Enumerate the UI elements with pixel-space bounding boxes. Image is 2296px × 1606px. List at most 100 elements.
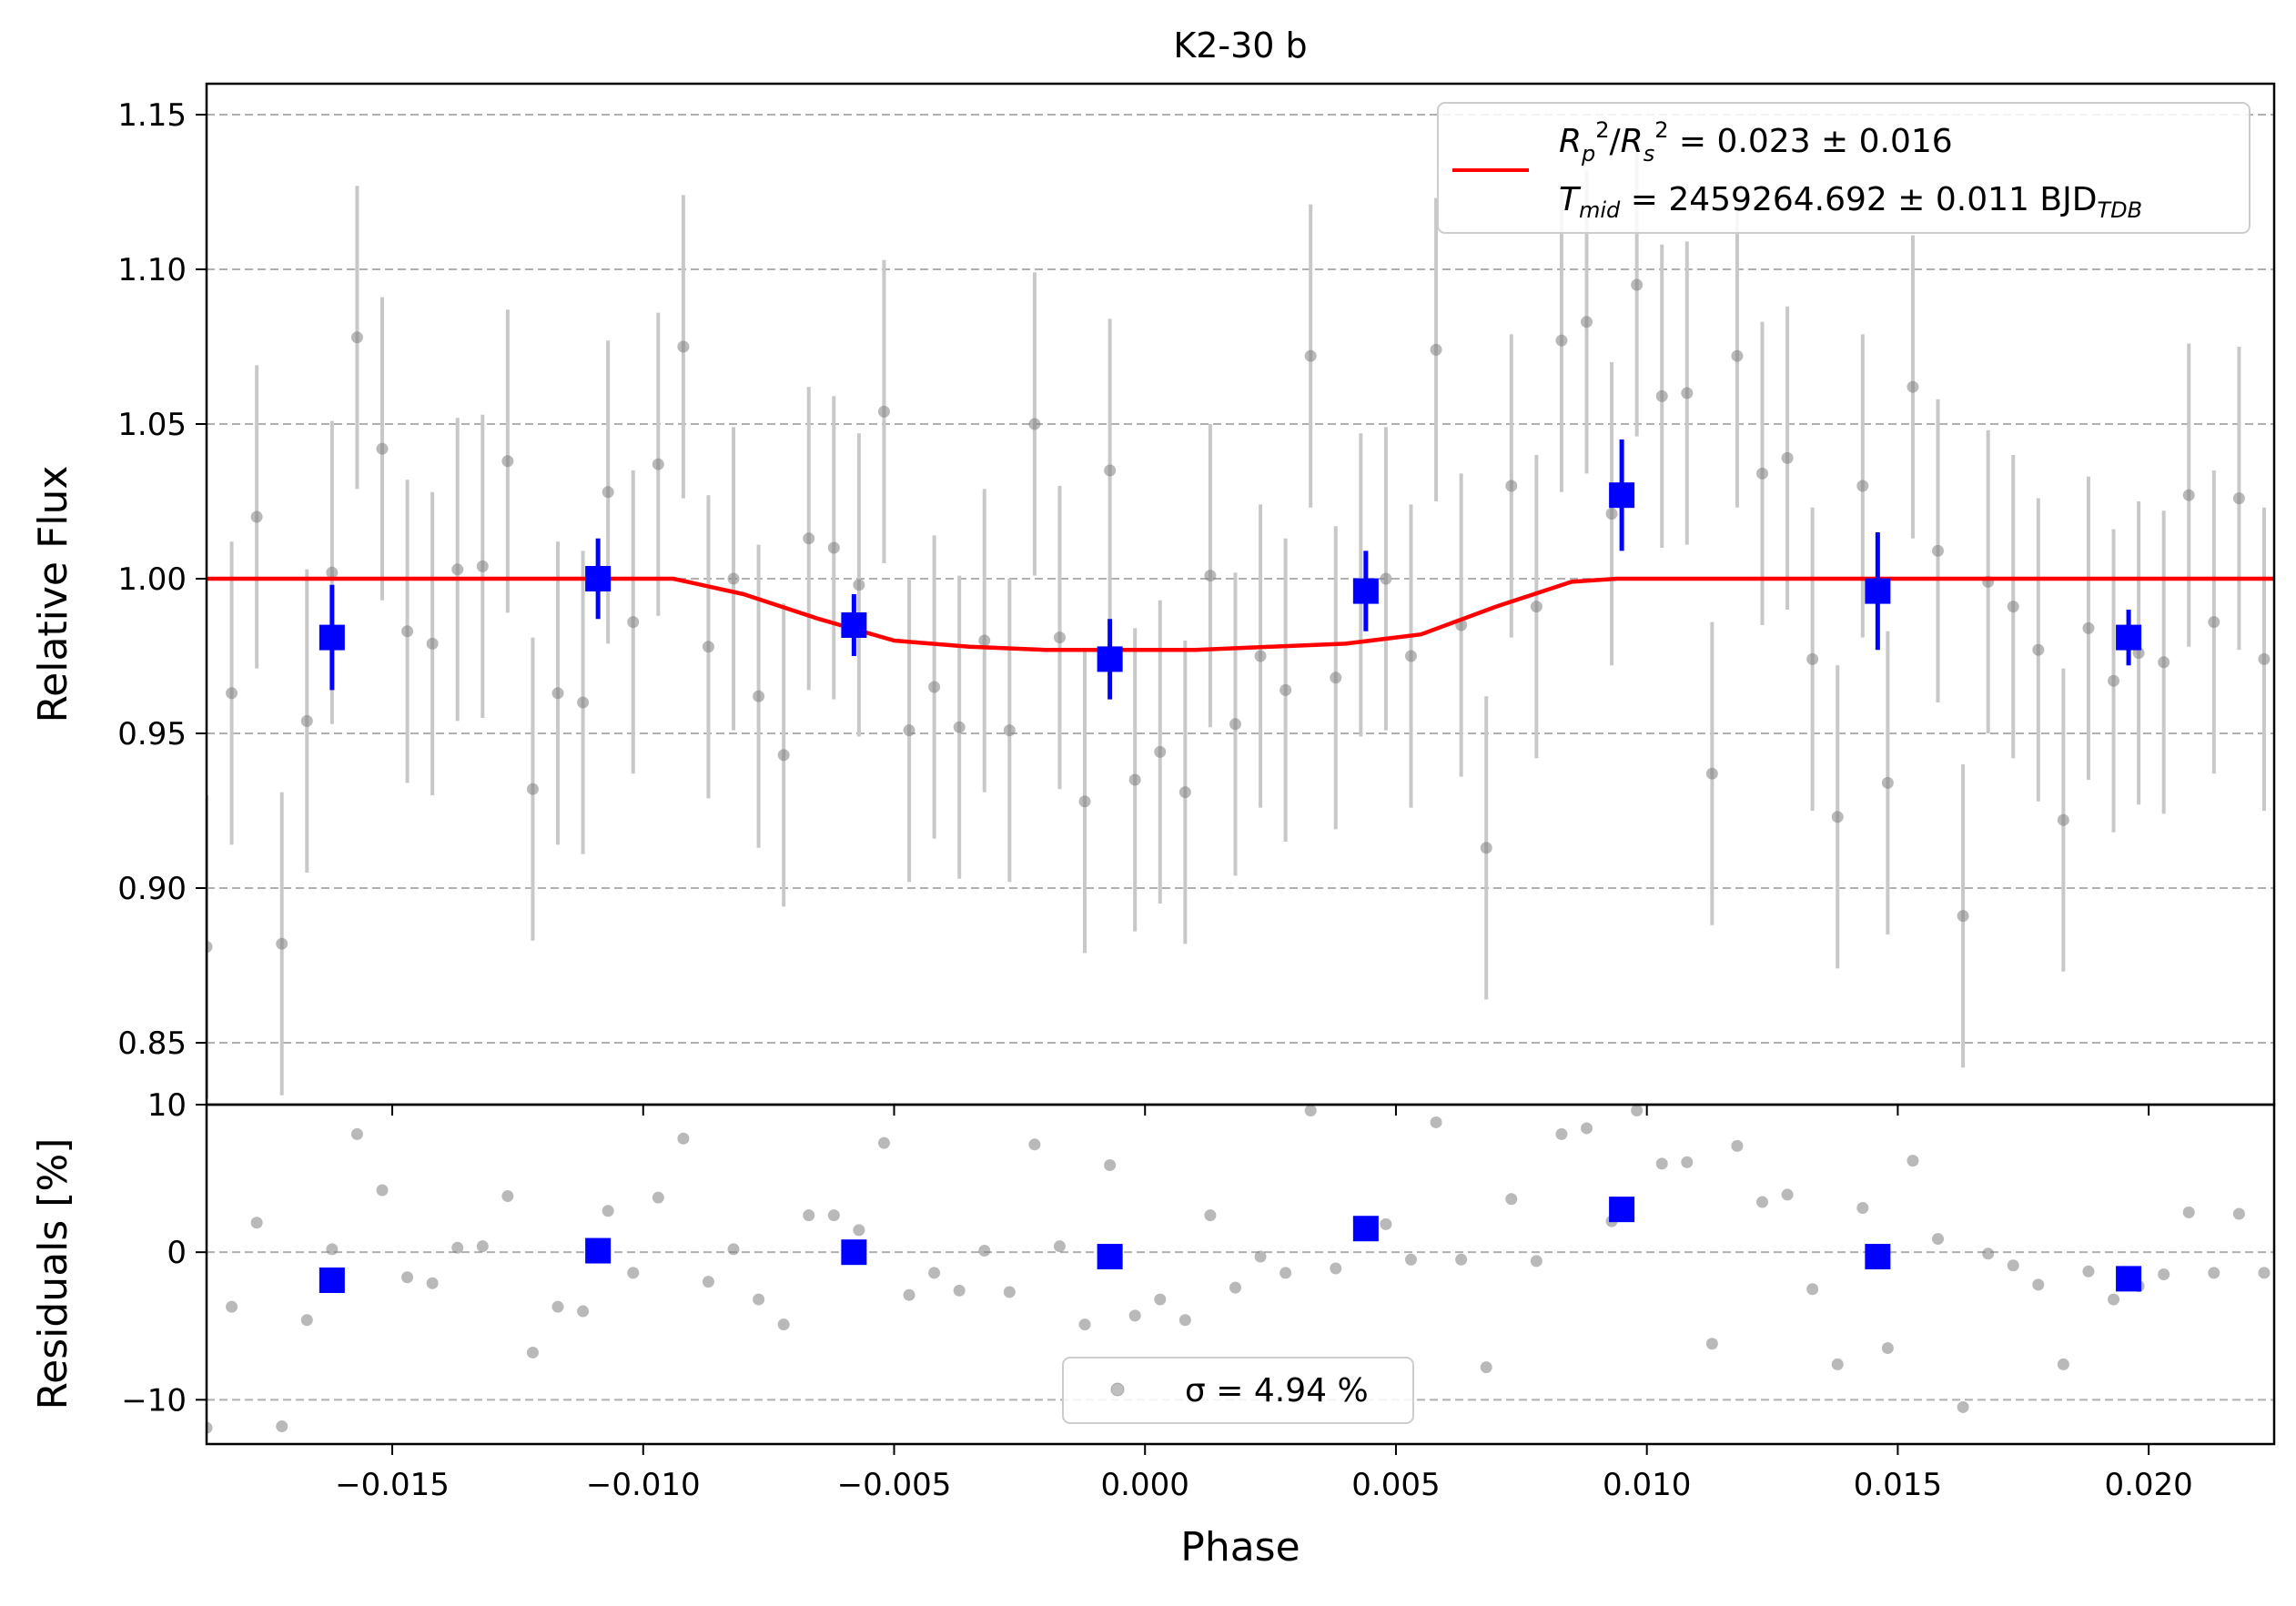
- binned-flux-point: [841, 612, 867, 638]
- residual-point: [250, 1217, 263, 1229]
- raw-flux-point: [1128, 773, 1141, 786]
- residual-point: [1279, 1267, 1292, 1279]
- residual-point: [2057, 1358, 2069, 1370]
- raw-flux-point: [577, 696, 590, 709]
- residual-point: [777, 1318, 790, 1331]
- raw-flux-point: [1480, 842, 1492, 854]
- residual-point: [1330, 1262, 1342, 1275]
- raw-flux-point: [1104, 464, 1117, 477]
- raw-flux-point: [376, 442, 389, 455]
- raw-flux-point: [1204, 570, 1217, 582]
- residual-point: [1104, 1158, 1117, 1171]
- residual-point: [1455, 1253, 1468, 1266]
- raw-flux-point: [727, 572, 740, 585]
- residual-point: [702, 1276, 714, 1288]
- raw-flux-point: [953, 721, 966, 733]
- raw-flux-point: [2082, 621, 2095, 634]
- residual-point: [1404, 1253, 1417, 1266]
- residual-point: [1053, 1240, 1066, 1253]
- residual-point: [1003, 1286, 1016, 1298]
- raw-flux-point: [1053, 631, 1066, 644]
- residual-point: [1154, 1293, 1167, 1306]
- residual-point: [501, 1190, 514, 1203]
- flux-y-tick-label: 1.00: [117, 561, 187, 598]
- raw-flux-point: [276, 937, 288, 950]
- sigma-legend-box: [1062, 1357, 1414, 1424]
- x-tick-label: −0.005: [837, 1467, 952, 1503]
- residual-point: [2032, 1278, 2045, 1291]
- raw-flux-point: [2208, 616, 2220, 629]
- residual-point: [978, 1245, 991, 1258]
- raw-flux-point: [1530, 601, 1542, 613]
- residual-point: [1178, 1314, 1191, 1327]
- raw-flux-point: [2258, 652, 2271, 665]
- x-tick-label: 0.010: [1603, 1467, 1691, 1503]
- residual-point: [1756, 1196, 1769, 1208]
- raw-flux-point: [1505, 480, 1518, 492]
- raw-flux-point: [551, 687, 564, 700]
- raw-flux-point: [1178, 786, 1191, 799]
- raw-flux-point: [677, 340, 690, 353]
- raw-flux-point: [877, 405, 890, 418]
- sigma-label: σ = 4.94 %: [1185, 1372, 1369, 1409]
- raw-flux-point: [250, 510, 263, 523]
- residual-point: [1856, 1202, 1869, 1215]
- residual-point: [1304, 1105, 1317, 1116]
- flux-y-tick-label: 1.05: [117, 407, 187, 443]
- residual-point: [350, 1127, 363, 1140]
- residual-point: [1505, 1193, 1518, 1206]
- binned-flux-point: [1097, 646, 1123, 672]
- residual-point: [426, 1277, 439, 1289]
- residual-point: [853, 1224, 865, 1237]
- residual-point: [2082, 1265, 2095, 1278]
- residual-point: [1254, 1250, 1267, 1263]
- raw-flux-point: [1756, 467, 1769, 480]
- residual-point: [652, 1191, 664, 1204]
- x-tick-label: −0.015: [335, 1467, 450, 1503]
- residual-point: [1430, 1116, 1442, 1128]
- binned-residual-point: [1609, 1197, 1635, 1223]
- residual-point: [1781, 1188, 1794, 1201]
- raw-flux-point: [2032, 643, 2045, 656]
- residual-point: [326, 1243, 339, 1256]
- raw-flux-point: [1028, 418, 1041, 430]
- residual-point: [1982, 1247, 1995, 1260]
- residual-point: [627, 1267, 640, 1279]
- binned-flux-point: [585, 566, 612, 591]
- raw-flux-point: [1581, 316, 1593, 328]
- raw-flux-point: [753, 690, 765, 702]
- raw-flux-point: [2108, 674, 2120, 687]
- residual-point: [1957, 1400, 1969, 1413]
- residual-point: [2232, 1207, 2245, 1220]
- raw-flux-point: [1003, 724, 1016, 737]
- y-axis-label-flux: Relative Flux: [30, 466, 76, 723]
- residual-point: [753, 1293, 765, 1306]
- residual-point: [2108, 1293, 2120, 1306]
- raw-flux-point: [1555, 334, 1568, 347]
- raw-flux-point: [1932, 544, 1945, 557]
- x-axis-label: Phase: [1180, 1524, 1300, 1571]
- residual-point: [1705, 1338, 1718, 1350]
- raw-flux-point: [978, 634, 991, 647]
- raw-flux-point: [1078, 795, 1091, 808]
- raw-flux-point: [300, 714, 313, 727]
- x-tick-label: 0.015: [1854, 1467, 1942, 1503]
- residual-point: [226, 1300, 238, 1313]
- residual-point: [2182, 1206, 2195, 1218]
- raw-flux-point: [350, 331, 363, 344]
- residual-point: [803, 1209, 815, 1222]
- residual-point: [1806, 1283, 1819, 1296]
- residual-point: [1581, 1122, 1593, 1135]
- raw-flux-point: [1330, 672, 1342, 684]
- residual-y-tick-label: −10: [121, 1382, 187, 1419]
- residual-point: [451, 1241, 464, 1254]
- residual-point: [827, 1209, 840, 1222]
- raw-flux-point: [501, 455, 514, 468]
- legend-tmid: Tmid = 2459264.692 ± 0.011 BJDTDB: [1559, 181, 2142, 223]
- residual-point: [1128, 1309, 1141, 1322]
- raw-flux-point: [1631, 278, 1644, 291]
- residual-point: [877, 1136, 890, 1149]
- binned-residual-point: [585, 1237, 612, 1264]
